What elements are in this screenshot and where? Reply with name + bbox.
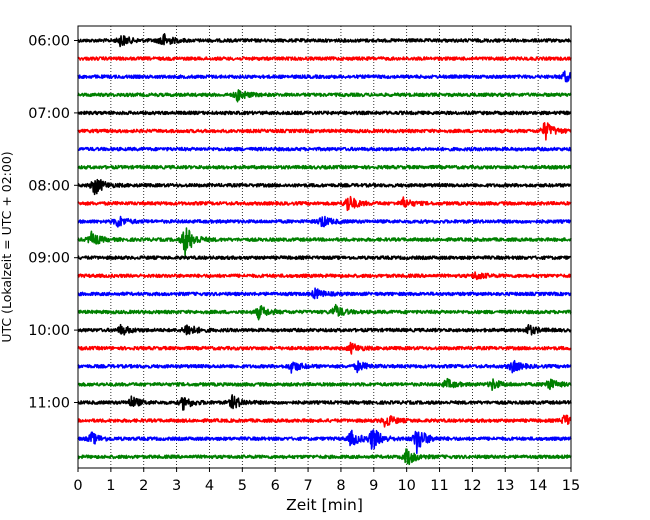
seismic-trace-0915 [77, 271, 572, 281]
y-tick-label: 09:00 [28, 251, 70, 267]
x-tick-label: 7 [303, 478, 312, 494]
x-tick-label: 3 [172, 478, 181, 494]
x-tick-label: 2 [139, 478, 148, 494]
seismic-trace-1000 [77, 323, 572, 336]
x-tick-label: 1 [106, 478, 115, 494]
seismic-trace-1130 [77, 429, 572, 454]
y-axis-label: UTC (Lokalzeit = UTC + 02:00) [0, 151, 14, 342]
seismic-trace-0730 [77, 146, 572, 152]
seismic-trace-0615 [77, 56, 572, 61]
x-tick-label: 5 [238, 478, 247, 494]
seismic-trace-1030 [77, 359, 572, 374]
y-tick-label: 06:00 [28, 34, 70, 50]
y-tick-label: 10:00 [28, 323, 70, 339]
x-tick-label: 13 [496, 478, 514, 494]
x-tick-label: 14 [529, 478, 547, 494]
seismic-trace-1100 [77, 394, 572, 411]
seismic-trace-0815 [77, 195, 572, 212]
x-tick-label: 12 [463, 478, 481, 494]
seismic-trace-0645 [77, 89, 572, 103]
seismic-trace-0700 [77, 110, 572, 116]
x-tick-label: 15 [562, 478, 580, 494]
seismic-trace-0830 [77, 215, 572, 228]
trace-group [77, 33, 572, 466]
x-tick-label: 4 [205, 478, 214, 494]
seismic-trace-0745 [77, 164, 572, 170]
x-axis-label: Zeit [min] [286, 496, 363, 514]
x-axis-ticks: 0 1 2 3 4 5 6 7 8 9 10 11 12 13 14 15 [73, 468, 580, 494]
seismic-trace-1115 [77, 414, 572, 428]
seismic-trace-1145 [77, 448, 572, 466]
seismic-trace-0900 [77, 255, 572, 261]
x-tick-label: 8 [336, 478, 345, 494]
seismic-trace-0945 [77, 303, 572, 321]
seismic-trace-0845 [77, 227, 572, 257]
y-tick-label: 07:00 [28, 106, 70, 122]
seismic-trace-0930 [77, 287, 572, 300]
y-tick-label: 11:00 [28, 396, 70, 412]
x-tick-label: 11 [430, 478, 448, 494]
plot-frame [77, 25, 572, 469]
seismic-trace-0800 [77, 178, 572, 196]
seismic-trace-1045 [77, 377, 572, 392]
seismic-trace-1015 [77, 341, 572, 355]
seismic-trace-0600 [77, 33, 572, 48]
seismic-trace-0630 [77, 70, 572, 83]
x-tick-label: 9 [369, 478, 378, 494]
x-tick-label: 10 [397, 478, 415, 494]
seismic-trace-0715 [77, 121, 572, 141]
y-tick-label: 08:00 [28, 178, 70, 194]
x-tick-label: 0 [73, 478, 82, 494]
y-axis-ticks: 06:00 07:00 08:00 09:00 10:00 11:00 [28, 34, 78, 412]
x-tick-label: 6 [271, 478, 280, 494]
